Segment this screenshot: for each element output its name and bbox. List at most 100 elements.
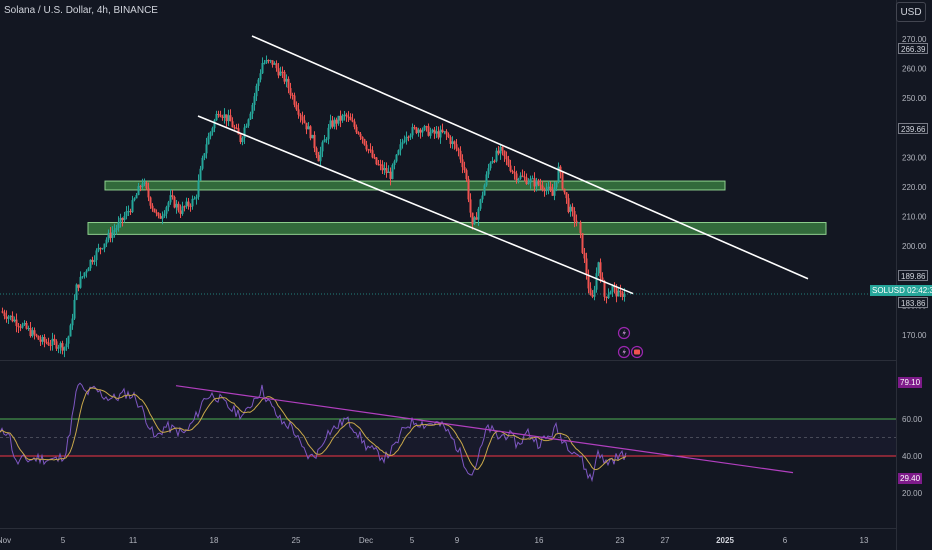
candle-body: [189, 205, 192, 207]
candle-body: [545, 188, 548, 192]
candle-body: [591, 295, 594, 297]
candle-body: [117, 222, 120, 229]
candle-body: [439, 129, 442, 138]
candle-body: [139, 186, 142, 188]
candle-body: [149, 197, 152, 206]
candle-body: [253, 96, 256, 105]
candle-body: [221, 116, 224, 118]
candle-body: [423, 126, 426, 131]
candle-body: [181, 206, 184, 214]
candle-body: [43, 337, 46, 342]
price-tick-label: 210.00: [902, 213, 927, 222]
candle-body: [79, 276, 82, 288]
candle-body: [233, 127, 236, 129]
candle-body: [249, 113, 252, 120]
candle-body: [531, 178, 534, 180]
candle-body: [529, 178, 532, 183]
candle-body: [9, 315, 12, 317]
candle-body: [383, 168, 386, 171]
candle-body: [91, 259, 94, 262]
candle-body: [385, 168, 388, 173]
candle-body: [171, 195, 174, 197]
candle-body: [587, 274, 590, 289]
candle-body: [153, 208, 156, 213]
candle-body: [619, 290, 622, 293]
lightning-glyph: [622, 348, 626, 356]
candle-body: [337, 115, 340, 124]
candle-body: [571, 206, 574, 211]
candle-body: [317, 155, 320, 162]
candle-body: [443, 131, 446, 133]
candle-body: [47, 342, 50, 345]
candle-body: [589, 288, 592, 296]
candle-body: [45, 341, 48, 343]
candle-body: [275, 63, 278, 69]
candle-body: [251, 104, 254, 114]
candle-body: [223, 114, 226, 118]
candle-body: [207, 136, 210, 145]
candle-body: [151, 205, 154, 209]
candle-body: [611, 285, 614, 292]
candle-body: [567, 198, 570, 213]
price-tick-label: 200.00: [902, 242, 927, 251]
candle-body: [121, 217, 124, 221]
candle-body: [23, 323, 26, 325]
countdown-label: 02:42:32: [907, 286, 932, 295]
candle-body: [507, 159, 510, 166]
price-tick-label: 250.00: [902, 94, 927, 103]
candle-body: [277, 68, 280, 76]
candle-body: [201, 157, 204, 169]
candle-body: [243, 127, 246, 138]
candle-body: [115, 228, 118, 231]
candle-body: [19, 326, 22, 328]
candle-body: [319, 151, 322, 162]
candle-body: [331, 120, 334, 127]
candle-body: [99, 247, 102, 249]
candle-body: [313, 134, 316, 149]
candle-body: [389, 171, 392, 179]
candle-body: [357, 132, 360, 134]
candle-body: [537, 180, 540, 185]
rsi-ma-value-tag: 79.10: [898, 377, 923, 388]
candle-body: [107, 232, 110, 240]
candle-body: [83, 272, 86, 277]
currency-button[interactable]: USD: [896, 2, 926, 22]
candle-body: [391, 165, 394, 179]
time-tick-label: 18: [210, 536, 219, 545]
candle-body: [225, 114, 228, 122]
candle-body: [377, 164, 380, 166]
candle-body: [483, 185, 486, 196]
candle-body: [113, 230, 116, 233]
candle-body: [577, 222, 580, 224]
candle-body: [535, 180, 538, 187]
candle-body: [351, 120, 354, 122]
time-tick-label: 23: [616, 536, 625, 545]
candle-body: [495, 150, 498, 162]
candle-body: [399, 144, 402, 151]
candle-body: [343, 114, 346, 116]
candle-body: [575, 220, 578, 223]
candle-body: [81, 276, 84, 278]
candle-body: [513, 171, 516, 174]
candle-body: [473, 217, 476, 225]
candle-body: [371, 150, 374, 158]
time-tick-label: 16: [535, 536, 544, 545]
candle-body: [353, 121, 356, 127]
candle-body: [477, 208, 480, 220]
candle-body: [203, 153, 206, 158]
candle-body: [55, 341, 58, 349]
candle-body: [315, 148, 318, 156]
candle-body: [51, 338, 54, 346]
price-tick-label: 230.00: [902, 153, 927, 162]
candle-body: [621, 292, 624, 297]
price-tick-label: 170.00: [902, 331, 927, 340]
candle-body: [489, 162, 492, 169]
candle-body: [341, 115, 344, 121]
time-tick-label: 13: [860, 536, 869, 545]
mid-price-tag: 239.66: [898, 123, 929, 134]
candle-body: [269, 60, 272, 62]
candle-body: [229, 115, 232, 122]
candle-body: [509, 165, 512, 172]
candle-body: [375, 157, 378, 165]
candle-body: [93, 260, 96, 262]
